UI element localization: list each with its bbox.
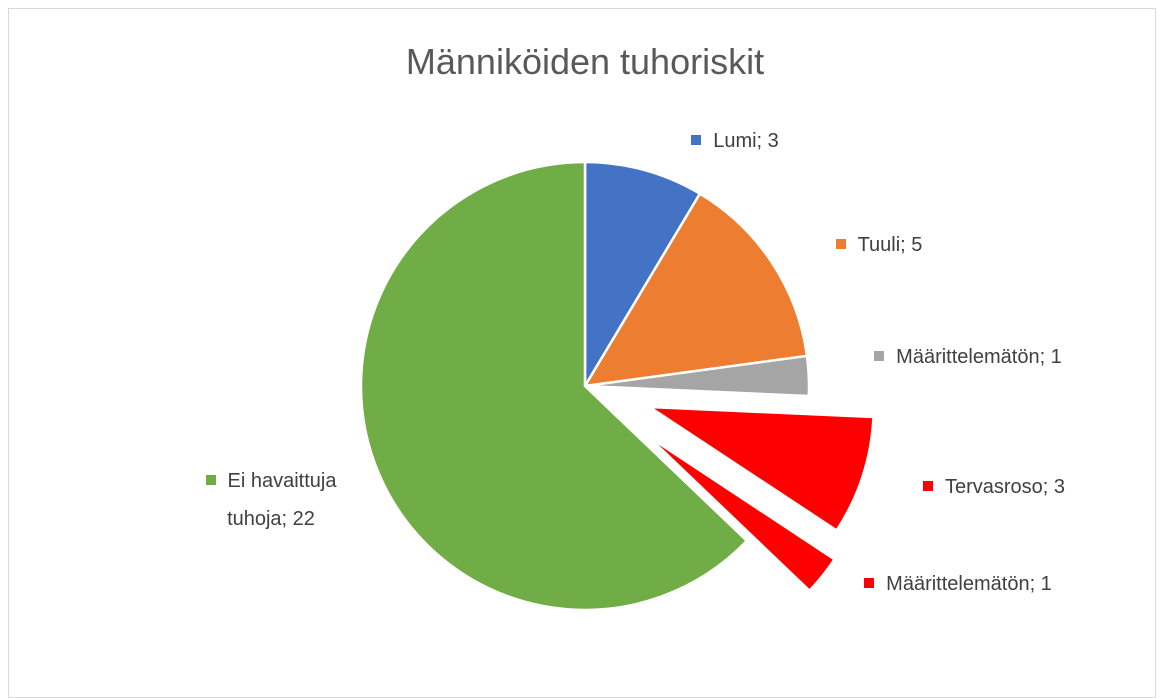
data-label: Lumi; 3: [655, 122, 815, 160]
data-label: Tervasroso; 3: [884, 468, 1104, 506]
pie-slice: [582, 191, 809, 388]
legend-marker: [205, 475, 216, 485]
pie-slice: [645, 405, 875, 533]
data-label-text: Ei havaittuja tuhoja; 22: [227, 470, 337, 530]
chart-title: Männiköiden tuhoriskit: [406, 41, 764, 82]
pie-slice: [584, 354, 811, 398]
legend-marker: [835, 239, 846, 249]
data-label: Määrittelemätön; 1: [843, 338, 1093, 376]
data-label-text: Tuuli; 5: [857, 234, 923, 256]
data-label: Tuuli; 5: [799, 226, 959, 264]
pie-slice: [646, 434, 837, 593]
data-label: Määrittelemätön; 1: [833, 565, 1083, 603]
legend-marker: [922, 481, 933, 491]
data-label-text: Lumi; 3: [713, 130, 779, 152]
chart: Männiköiden tuhoriskit: [359, 41, 875, 612]
data-label-text: Määrittelemätön; 1: [896, 346, 1062, 368]
legend-marker: [864, 578, 875, 588]
pie-slice: [359, 160, 749, 612]
legend-marker: [691, 135, 702, 145]
pie-slice: [583, 160, 702, 391]
data-label-text: Määrittelemätön; 1: [886, 573, 1052, 595]
page: Männiköiden tuhoriskit (() => { const da…: [8, 8, 1156, 698]
data-label: Ei havaittuja tuhoja; 22: [178, 462, 364, 538]
legend-marker: [874, 351, 885, 361]
data-label-text: Tervasroso; 3: [944, 476, 1066, 498]
